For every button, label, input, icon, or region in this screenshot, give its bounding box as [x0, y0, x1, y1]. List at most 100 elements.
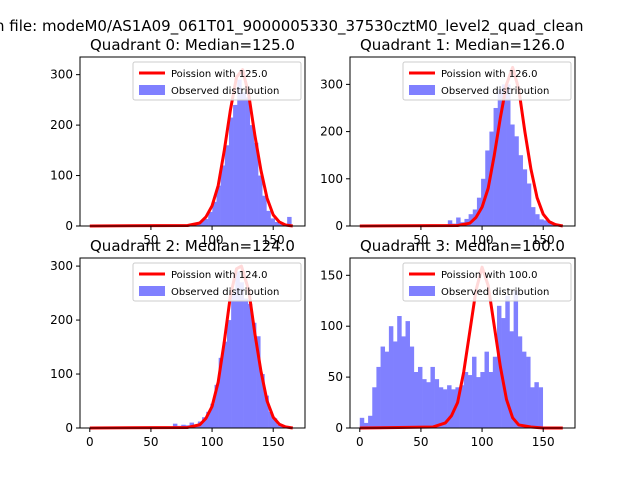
histogram-bar	[517, 336, 523, 428]
histogram-bar	[258, 175, 263, 226]
histogram-bar	[239, 282, 244, 428]
y-tick-label: 100	[50, 169, 73, 183]
histogram-bar	[513, 290, 519, 428]
legend: Poission with 124.0 Observed distribution	[132, 262, 302, 302]
histogram-bar	[393, 341, 398, 428]
histogram-bar	[276, 424, 282, 428]
histogram-bar	[397, 316, 402, 428]
histogram-bar	[401, 336, 406, 428]
y-tick-label: 0	[335, 421, 343, 435]
subplot-0: 50 100 150 0 100 200 300 Poission with 125.0 Obs…	[50, 36, 306, 247]
histogram-bar	[220, 165, 226, 226]
x-tick-label: 50	[143, 435, 158, 449]
histogram-bar	[268, 411, 274, 428]
histogram-bar	[222, 341, 228, 428]
histogram-bar	[272, 418, 278, 428]
y-tick-label: 300	[320, 77, 343, 91]
x-tick-label: 150	[262, 435, 285, 449]
histogram-bar	[426, 382, 431, 428]
axes-frame	[349, 56, 576, 227]
histogram-bar	[226, 320, 232, 428]
histogram-bar	[245, 97, 251, 226]
histogram-bar	[455, 387, 460, 428]
histogram-bar	[509, 331, 514, 428]
histogram-bar	[266, 210, 271, 226]
subplot-2: 0 50 100 150 0 100 200 300 Poission with 124.0 Ob…	[50, 237, 306, 449]
legend-box	[132, 262, 302, 302]
histogram-bar	[447, 220, 453, 226]
histogram-bar	[526, 356, 531, 428]
histogram-bar	[372, 387, 377, 428]
histogram-bar	[237, 79, 242, 226]
histogram-bar	[476, 377, 481, 428]
histogram-bar	[530, 207, 536, 226]
histogram-bar	[251, 322, 257, 428]
x-tick-label: 0	[356, 435, 364, 449]
histogram-bar	[363, 422, 369, 428]
histogram-bar	[224, 145, 230, 226]
histogram-bar	[489, 131, 494, 226]
histogram-bar	[463, 372, 469, 428]
histogram-bar	[505, 295, 510, 428]
histogram-bar	[384, 351, 390, 428]
y-tick-label: 200	[50, 118, 73, 132]
x-tick-label: 0	[86, 435, 94, 449]
histogram-bar	[530, 387, 535, 428]
histogram-bar	[368, 415, 373, 428]
legend-curve-label: Poission with 125.0	[171, 69, 267, 80]
legend-box	[402, 61, 572, 101]
legend-curve-label: Poission with 100.0	[441, 270, 537, 281]
legend-curve-label: Poission with 126.0	[441, 69, 537, 80]
legend-bar-label: Observed distribution	[171, 86, 279, 97]
subplot-title: Quadrant 0: Median=125.0	[90, 36, 295, 54]
x-tick-label: 100	[201, 233, 224, 247]
histogram-bars	[172, 271, 286, 428]
histogram-bar	[430, 366, 435, 428]
legend-box	[402, 262, 572, 302]
histogram-bar	[256, 336, 261, 428]
histogram-bar	[468, 214, 474, 226]
histogram-bar	[206, 411, 211, 428]
histogram-bar	[543, 220, 548, 226]
histogram-bar	[472, 356, 477, 428]
histogram-bar	[380, 346, 386, 428]
x-tick-label: 100	[471, 233, 494, 247]
histogram-bar	[459, 385, 465, 428]
y-tick-label: 100	[320, 172, 343, 186]
legend-curve-label: Poission with 124.0	[171, 270, 267, 281]
x-tick-label: 150	[532, 233, 555, 247]
histogram-bar	[216, 185, 221, 226]
histogram-bar	[510, 124, 515, 226]
legend: Poission with 126.0 Observed distribution	[402, 61, 572, 101]
histogram-bar	[262, 195, 267, 226]
y-tick-label: 100	[50, 367, 73, 381]
legend-box	[132, 61, 302, 101]
y-tick-label: 0	[65, 421, 73, 435]
histogram-bar	[422, 379, 427, 428]
histogram-bar	[241, 92, 246, 226]
histogram-bar	[210, 403, 215, 428]
histogram-bar	[202, 417, 207, 428]
y-tick-label: 200	[50, 313, 73, 327]
histogram-bar	[388, 326, 394, 428]
histogram-bar	[405, 321, 410, 428]
legend-bar-swatch	[139, 85, 165, 95]
axes-frame	[79, 56, 306, 227]
histogram-bar	[480, 372, 485, 428]
axes-frame	[79, 257, 306, 429]
histogram-bar	[214, 384, 219, 428]
histogram-bar	[235, 271, 240, 428]
histogram-bar	[521, 351, 527, 428]
histogram-bar	[243, 298, 249, 428]
subplot-1: 50 100 150 0 100 200 300 Poission with 126.0 Obs…	[320, 36, 576, 247]
y-tick-label: 300	[50, 68, 73, 82]
histogram-bar	[501, 84, 507, 226]
histogram-bar	[506, 84, 511, 226]
histogram-bar	[497, 89, 503, 226]
x-tick-label: 150	[262, 233, 285, 247]
histogram-bar	[253, 142, 259, 226]
histogram-bar	[456, 217, 461, 226]
histogram-bar	[535, 214, 540, 226]
histogram-bar	[264, 395, 269, 428]
